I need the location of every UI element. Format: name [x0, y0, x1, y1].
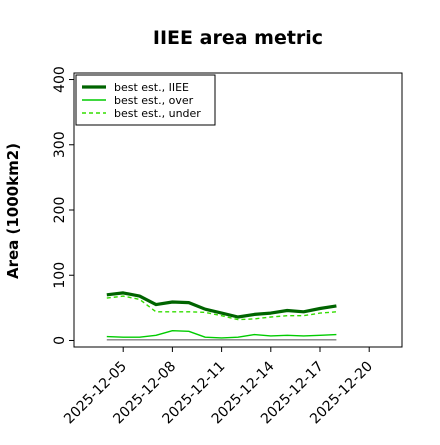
legend-label: best est., under: [114, 107, 201, 120]
y-tick-label: 100: [52, 262, 68, 289]
y-tick-label: 0: [52, 336, 68, 345]
y-tick-label: 400: [52, 66, 68, 93]
series-line-2: [106, 295, 337, 321]
y-tick-label: 200: [52, 197, 68, 224]
y-tick-label: 300: [52, 131, 68, 158]
legend-label: best est., IIEE: [114, 81, 189, 94]
plot-frame: [73, 72, 403, 348]
legend-label: best est., over: [114, 94, 194, 107]
chart-title: IIEE area metric: [153, 27, 323, 49]
series-line-1: [106, 330, 337, 339]
y-axis-label: Area (1000km2): [4, 143, 22, 279]
legend-box: [75, 74, 216, 126]
series-line-0: [106, 291, 337, 319]
